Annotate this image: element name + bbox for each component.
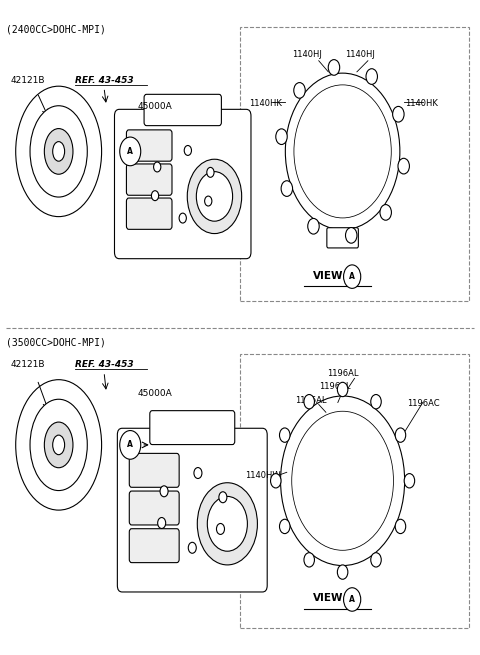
- Circle shape: [194, 468, 202, 479]
- Text: 1196AL: 1196AL: [327, 369, 359, 379]
- Text: 1140HJ: 1140HJ: [292, 50, 323, 59]
- Circle shape: [281, 181, 293, 196]
- Circle shape: [120, 137, 141, 166]
- Ellipse shape: [53, 435, 65, 455]
- Circle shape: [207, 168, 214, 178]
- Circle shape: [216, 523, 225, 534]
- Circle shape: [204, 196, 212, 206]
- Circle shape: [187, 159, 241, 234]
- Circle shape: [179, 213, 186, 223]
- Circle shape: [285, 73, 400, 230]
- Ellipse shape: [16, 86, 102, 217]
- Circle shape: [344, 265, 361, 288]
- Text: REF. 43-453: REF. 43-453: [75, 360, 134, 369]
- Circle shape: [294, 85, 391, 218]
- Circle shape: [197, 483, 257, 565]
- Text: 1140HK: 1140HK: [405, 99, 437, 107]
- Circle shape: [366, 69, 377, 84]
- Circle shape: [395, 428, 406, 442]
- Text: 42121B: 42121B: [11, 360, 46, 369]
- FancyBboxPatch shape: [126, 130, 172, 161]
- Text: 1140HW: 1140HW: [245, 470, 280, 479]
- Circle shape: [393, 106, 404, 122]
- Circle shape: [398, 159, 409, 174]
- Circle shape: [344, 588, 361, 611]
- Circle shape: [120, 430, 141, 459]
- Circle shape: [371, 394, 381, 409]
- Text: 42121B: 42121B: [11, 76, 46, 85]
- Circle shape: [271, 474, 281, 488]
- Circle shape: [151, 191, 159, 200]
- Text: 1196AC: 1196AC: [407, 399, 440, 408]
- Text: 45000A: 45000A: [137, 102, 172, 111]
- Text: REF. 43-453: REF. 43-453: [75, 76, 134, 85]
- Circle shape: [304, 553, 314, 567]
- Circle shape: [395, 519, 406, 534]
- Text: VIEW: VIEW: [313, 593, 344, 603]
- Text: (3500CC>DOHC-MPI): (3500CC>DOHC-MPI): [6, 337, 106, 347]
- FancyBboxPatch shape: [144, 94, 221, 126]
- Circle shape: [337, 565, 348, 579]
- Circle shape: [279, 519, 290, 534]
- Circle shape: [281, 396, 405, 565]
- Circle shape: [207, 496, 247, 552]
- Text: 1140HJ: 1140HJ: [345, 50, 375, 59]
- FancyBboxPatch shape: [150, 411, 235, 445]
- Ellipse shape: [16, 380, 102, 510]
- FancyBboxPatch shape: [126, 164, 172, 195]
- Circle shape: [292, 411, 394, 550]
- Circle shape: [279, 428, 290, 442]
- Text: A: A: [349, 595, 355, 604]
- Text: A: A: [127, 147, 133, 156]
- Circle shape: [276, 129, 287, 145]
- Ellipse shape: [30, 400, 87, 491]
- Text: (2400CC>DOHC-MPI): (2400CC>DOHC-MPI): [6, 24, 106, 34]
- Text: 45000A: 45000A: [137, 389, 172, 398]
- Circle shape: [308, 218, 319, 234]
- Text: VIEW: VIEW: [313, 271, 344, 280]
- Circle shape: [154, 162, 161, 172]
- Text: 1196AL: 1196AL: [319, 383, 350, 392]
- Circle shape: [404, 474, 415, 488]
- FancyBboxPatch shape: [117, 428, 267, 592]
- FancyBboxPatch shape: [126, 198, 172, 229]
- Circle shape: [188, 542, 196, 553]
- Ellipse shape: [44, 128, 73, 174]
- Text: A: A: [349, 272, 355, 281]
- Circle shape: [380, 204, 391, 220]
- FancyBboxPatch shape: [115, 109, 251, 259]
- FancyBboxPatch shape: [327, 228, 359, 248]
- Circle shape: [160, 486, 168, 496]
- Text: A: A: [127, 440, 133, 449]
- Circle shape: [346, 227, 357, 243]
- FancyBboxPatch shape: [129, 529, 179, 563]
- Circle shape: [294, 83, 305, 98]
- Circle shape: [304, 394, 314, 409]
- Circle shape: [196, 172, 233, 221]
- FancyBboxPatch shape: [129, 491, 179, 525]
- Circle shape: [157, 517, 166, 529]
- Circle shape: [219, 492, 227, 503]
- Circle shape: [337, 383, 348, 397]
- Text: 1196AL: 1196AL: [295, 396, 326, 405]
- Ellipse shape: [53, 141, 65, 161]
- FancyBboxPatch shape: [129, 453, 179, 487]
- Text: 1140HK: 1140HK: [250, 99, 282, 107]
- Ellipse shape: [44, 422, 73, 468]
- Circle shape: [328, 60, 340, 75]
- Ellipse shape: [30, 105, 87, 197]
- Circle shape: [371, 553, 381, 567]
- Circle shape: [184, 145, 192, 155]
